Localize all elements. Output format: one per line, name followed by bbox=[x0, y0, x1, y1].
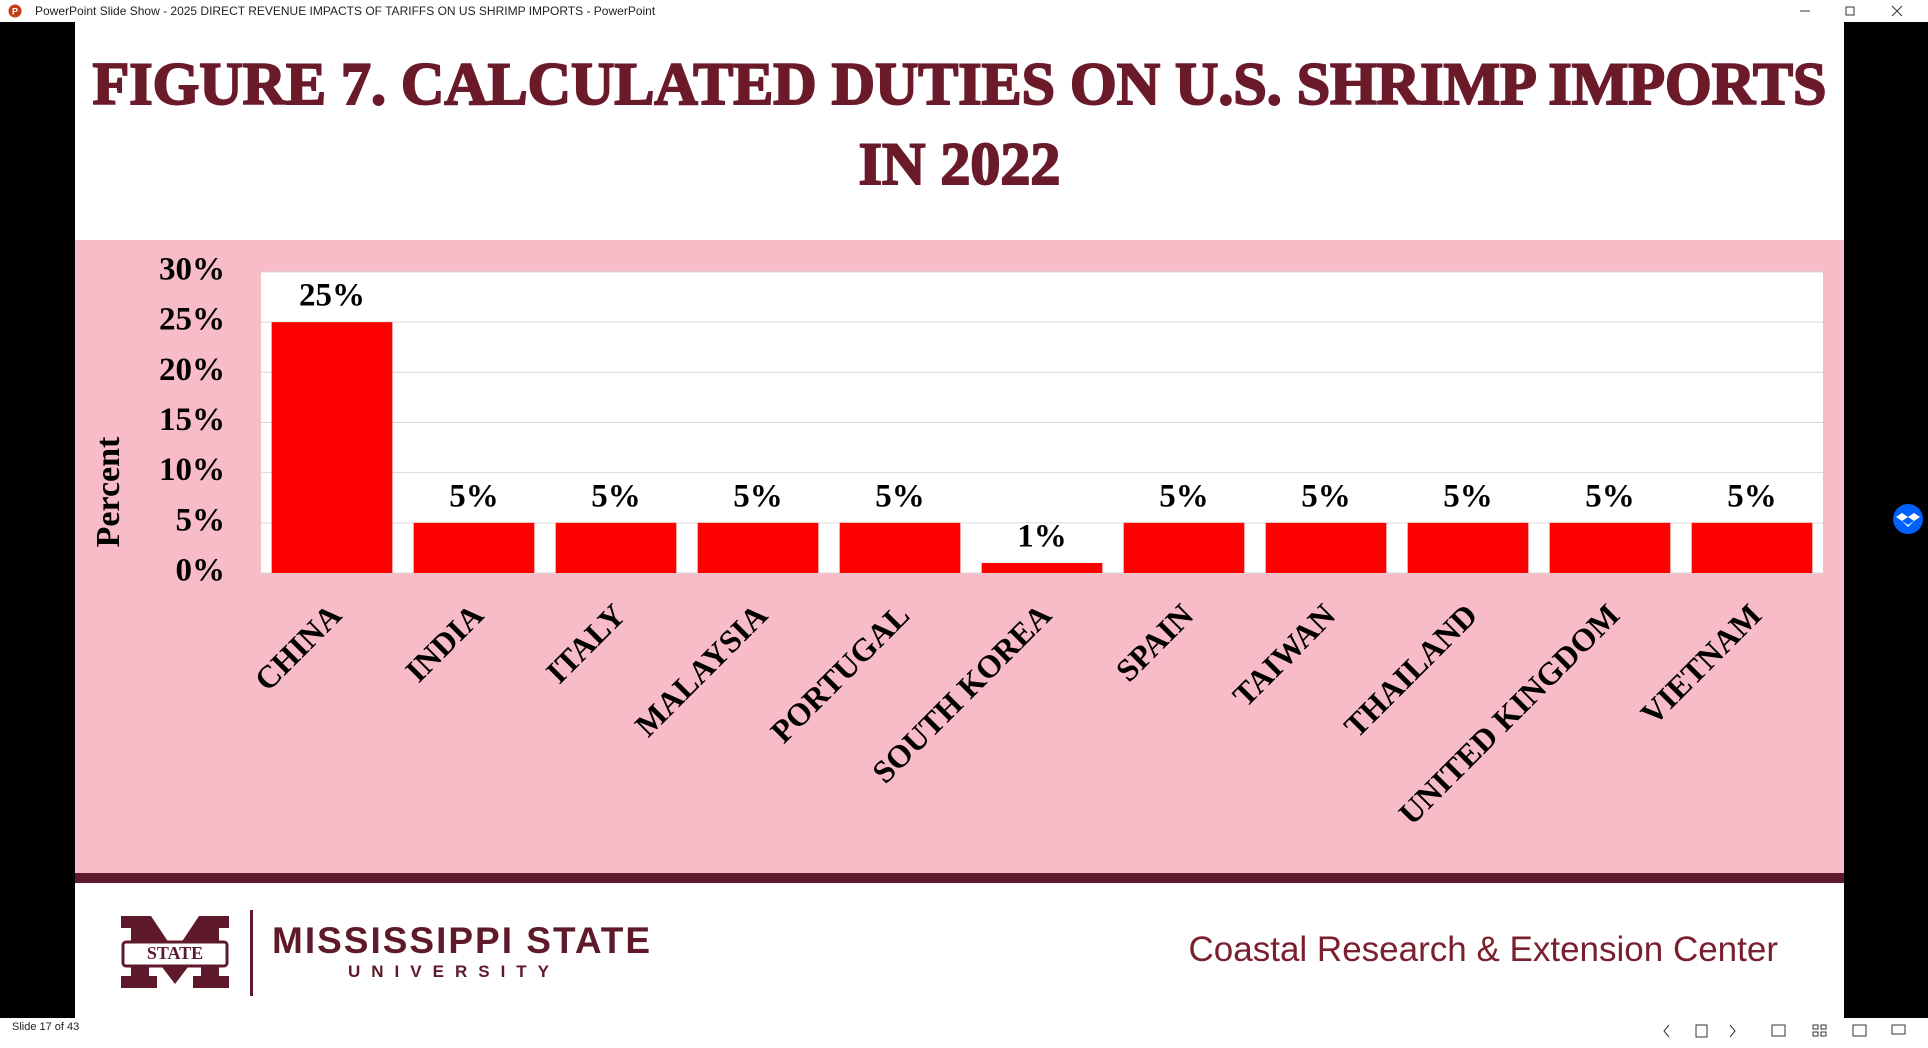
slide-number: Slide 17 of 43 bbox=[12, 1021, 80, 1033]
y-tick-label: 10% bbox=[159, 452, 225, 488]
dropbox-icon[interactable] bbox=[1892, 503, 1924, 535]
svg-text:P: P bbox=[12, 7, 18, 17]
y-tick-label: 25% bbox=[159, 302, 225, 338]
bar bbox=[1265, 522, 1387, 573]
logo-badge: STATE bbox=[147, 943, 203, 963]
status-bar bbox=[0, 1018, 1928, 1048]
data-label: 5% bbox=[1585, 478, 1635, 514]
center-name: Coastal Research & Extension Center bbox=[1188, 930, 1778, 969]
bar bbox=[1549, 522, 1671, 573]
window-controls[interactable] bbox=[1790, 0, 1928, 22]
data-label: 5% bbox=[1727, 478, 1777, 514]
bar bbox=[839, 522, 961, 573]
data-label: 5% bbox=[1159, 478, 1209, 514]
app-icon: P bbox=[8, 4, 22, 18]
data-label: 25% bbox=[299, 278, 365, 314]
window-title: PowerPoint Slide Show - 2025 DIRECT REVE… bbox=[35, 4, 656, 18]
title-bar: P PowerPoint Slide Show - 2025 DIRECT RE… bbox=[0, 0, 1928, 22]
data-label: 5% bbox=[1443, 478, 1493, 514]
footer-band bbox=[75, 873, 1844, 883]
bar bbox=[413, 522, 535, 573]
slide-title: FIGURE 7. CALCULATED DUTIES ON U.S. SHRI… bbox=[92, 50, 1828, 198]
msu-logo: STATE bbox=[121, 916, 229, 988]
logo-divider bbox=[250, 910, 253, 996]
y-tick-label: 30% bbox=[159, 252, 225, 288]
y-tick-label: 15% bbox=[159, 402, 225, 438]
data-label: 5% bbox=[1301, 478, 1351, 514]
bar bbox=[981, 562, 1103, 573]
data-label: 5% bbox=[591, 478, 641, 514]
status-controls[interactable] bbox=[1650, 1020, 1920, 1042]
bar bbox=[1691, 522, 1813, 573]
slide-title-box: FIGURE 7. CALCULATED DUTIES ON U.S. SHRI… bbox=[75, 44, 1844, 204]
y-tick-label: 0% bbox=[176, 553, 226, 589]
data-label: 5% bbox=[875, 478, 925, 514]
bar bbox=[1407, 522, 1529, 573]
bar bbox=[1123, 522, 1245, 573]
bar bbox=[697, 522, 819, 573]
y-tick-label: 5% bbox=[176, 502, 226, 538]
bar bbox=[271, 322, 393, 573]
data-label: 5% bbox=[449, 478, 499, 514]
chart: Percent 0%5%10%15%20%25%30%25%CHINA5%IND… bbox=[75, 240, 1844, 873]
data-label: 1% bbox=[1017, 519, 1067, 555]
data-label: 5% bbox=[733, 478, 783, 514]
university-sub: UNIVERSITY bbox=[348, 962, 561, 981]
y-axis-label: Percent bbox=[90, 436, 127, 547]
y-tick-label: 20% bbox=[159, 352, 225, 388]
university-name: MISSISSIPPI STATE bbox=[272, 920, 653, 961]
bar bbox=[555, 522, 677, 573]
